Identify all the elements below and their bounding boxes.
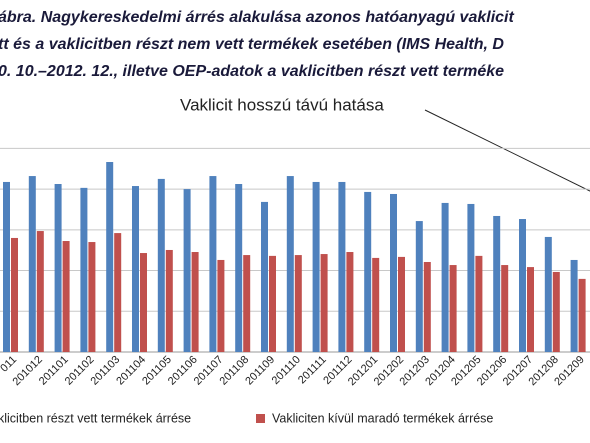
bar — [88, 242, 96, 352]
bar — [217, 259, 225, 352]
bar — [527, 267, 534, 352]
bar — [28, 176, 36, 352]
bar — [269, 255, 276, 352]
x-tick-label: 201110 — [270, 354, 303, 387]
bar — [286, 176, 294, 352]
bar — [501, 265, 509, 352]
bar — [62, 241, 70, 352]
annotation-arrow — [424, 109, 590, 192]
bar — [338, 181, 346, 352]
bar — [372, 257, 380, 352]
bar — [114, 233, 122, 352]
bar — [493, 215, 501, 352]
legend-swatch — [256, 414, 265, 423]
bar — [11, 237, 18, 352]
bar — [243, 255, 251, 352]
bar — [449, 265, 457, 352]
bar — [423, 261, 431, 352]
bar — [441, 202, 449, 352]
bar — [183, 189, 191, 352]
title-line: 0. 10.–2012. 12., illetve OEP-adatok a v… — [0, 63, 504, 80]
title-line: ábra. Nagykereskedelmi árrés alakulása a… — [0, 9, 514, 26]
bar — [398, 256, 405, 352]
bar — [415, 221, 423, 352]
bar — [544, 236, 552, 352]
bar — [312, 181, 320, 352]
x-tick-label: 011 — [0, 354, 19, 375]
annotation: Vaklicit hosszú távú hatása — [180, 95, 384, 114]
bar — [157, 178, 165, 352]
bar — [346, 252, 354, 352]
bar — [209, 176, 217, 352]
bar — [578, 278, 586, 352]
bar — [364, 191, 372, 352]
bar — [191, 252, 199, 352]
bar — [80, 187, 88, 352]
bar — [552, 271, 560, 352]
bar — [36, 231, 44, 352]
bar — [519, 219, 526, 352]
bar — [320, 254, 328, 352]
title-line: tt és a vaklicitben részt nem vett termé… — [0, 36, 504, 53]
bar — [390, 193, 397, 352]
bar — [475, 255, 483, 352]
bar — [132, 186, 139, 352]
x-tick-label: 201109 — [243, 354, 277, 388]
bar — [235, 184, 243, 352]
bar — [140, 253, 147, 352]
bar — [570, 259, 578, 352]
legend-label: Vakliciten kívül maradó termékek árrése — [272, 411, 493, 425]
bar — [54, 184, 62, 352]
bar — [467, 203, 475, 352]
bar — [165, 249, 173, 352]
bar — [106, 162, 114, 352]
bar — [3, 181, 10, 352]
bar — [294, 255, 302, 352]
legend-label: klicitben részt vett termékek árrése — [0, 411, 191, 425]
bar — [261, 201, 268, 352]
